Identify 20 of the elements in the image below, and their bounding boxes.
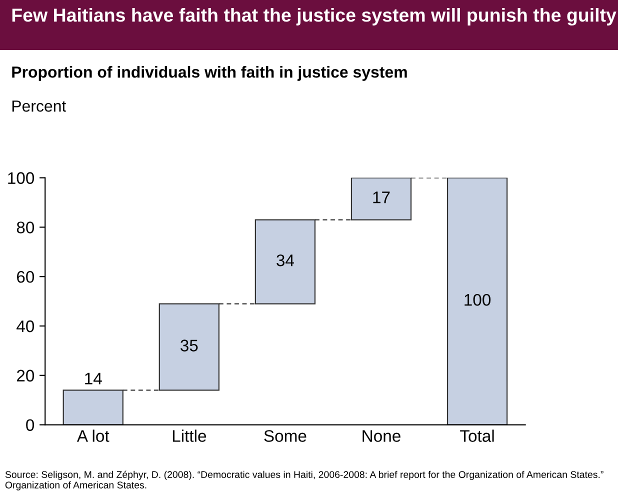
source-note: Source: Seligson, M. and Zéphyr, D. (2008). “Democratic values in Haiti, 2006-2008: A brief report for the Organization of American States.” Organization of American States.: [5, 470, 604, 490]
chart-title: Few Haitians have faith that the justice system will punish the guilty: [12, 8, 616, 26]
y-tick-label: 0: [26, 419, 34, 431]
data-label: 35: [180, 340, 198, 352]
y-tick-label: 60: [17, 270, 34, 283]
data-label: 34: [276, 254, 294, 266]
x-tick-label: A lot: [76, 430, 110, 442]
y-axis-title: Percent: [12, 100, 66, 112]
data-label: 17: [373, 192, 390, 204]
x-tick-label: None: [362, 430, 400, 442]
x-tick-label: Total: [460, 430, 494, 442]
data-label: 14: [85, 372, 102, 384]
y-tick-label: 20: [17, 370, 34, 382]
y-tick-label: 80: [16, 222, 34, 234]
x-tick-label: Some: [264, 430, 306, 442]
y-tick-label: 100: [8, 172, 34, 184]
data-label: 100: [464, 294, 491, 306]
chart-subtitle: Proportion of individuals with faith in justice system: [12, 66, 407, 81]
x-tick-label: Little: [172, 430, 206, 442]
y-tick-label: 40: [16, 320, 34, 332]
